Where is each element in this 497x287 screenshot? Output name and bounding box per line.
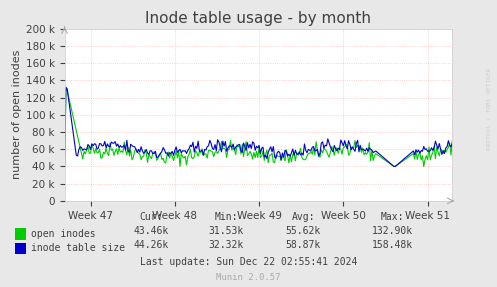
Text: Cur:: Cur: xyxy=(140,212,164,222)
Text: 43.46k: 43.46k xyxy=(134,226,169,236)
Text: 31.53k: 31.53k xyxy=(209,226,244,236)
Text: 55.62k: 55.62k xyxy=(286,226,321,236)
Text: Avg:: Avg: xyxy=(291,212,315,222)
Text: Munin 2.0.57: Munin 2.0.57 xyxy=(216,273,281,282)
Text: 58.87k: 58.87k xyxy=(286,240,321,250)
Text: 132.90k: 132.90k xyxy=(372,226,413,236)
Text: 44.26k: 44.26k xyxy=(134,240,169,250)
Text: open inodes: open inodes xyxy=(31,229,95,239)
Text: Min:: Min: xyxy=(214,212,238,222)
Text: Last update: Sun Dec 22 02:55:41 2024: Last update: Sun Dec 22 02:55:41 2024 xyxy=(140,257,357,267)
Text: inode table size: inode table size xyxy=(31,243,125,253)
Title: Inode table usage - by month: Inode table usage - by month xyxy=(146,11,371,26)
Text: 32.32k: 32.32k xyxy=(209,240,244,250)
Y-axis label: number of open inodes: number of open inodes xyxy=(11,50,21,179)
Text: RRDTOOL / TOBI OETIKER: RRDTOOL / TOBI OETIKER xyxy=(486,68,491,150)
Text: 158.48k: 158.48k xyxy=(372,240,413,250)
Text: Max:: Max: xyxy=(381,212,405,222)
